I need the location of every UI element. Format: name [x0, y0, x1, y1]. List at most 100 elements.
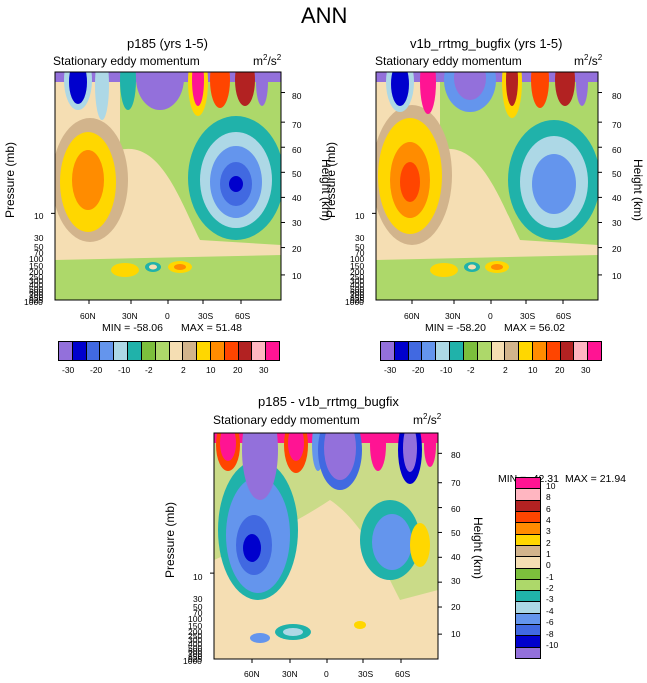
panel1-ylabel: Pressure (mb)	[3, 141, 17, 219]
panel3-ylabel-right: Height (km)	[471, 516, 485, 580]
colorbar-swatch	[519, 342, 533, 360]
p1-ptick: 850	[29, 293, 44, 303]
p3-ptick: 150	[188, 621, 203, 631]
colorbar-swatch	[516, 647, 540, 658]
p2-htick: 70	[612, 120, 622, 130]
p1-cb-label: -20	[90, 365, 103, 375]
p1-ptick: 10	[34, 211, 44, 221]
p3-htick: 20	[451, 602, 461, 612]
colorbar-swatch	[408, 342, 423, 360]
p3-xtick-30s: 30S	[358, 669, 374, 679]
colorbar-swatch	[450, 342, 464, 360]
colorbar-swatch	[169, 342, 184, 360]
colorbar-swatch	[560, 342, 575, 360]
p1-xtick-60s: 60S	[235, 311, 251, 321]
panel1-subtitle: Stationary eddy momentum	[53, 54, 200, 68]
p2-xtick-60s: 60S	[556, 311, 572, 321]
colorbar-swatch	[516, 636, 540, 648]
panel3-subtitle: Stationary eddy momentum	[213, 413, 360, 427]
p1-ptick: 400	[29, 280, 44, 290]
colorbar-swatch	[381, 342, 395, 360]
p1-cb-label: -10	[118, 365, 131, 375]
p3-htick: 70	[451, 478, 461, 488]
p3-ptick: 70	[193, 608, 203, 618]
colorbar-swatch	[266, 342, 279, 360]
colorbar-swatch	[516, 602, 540, 614]
p3-cb-label: -10	[546, 640, 559, 650]
p2-ptick: 50	[355, 242, 365, 252]
p1-ptick: 50	[34, 242, 44, 252]
p1-ptick: 925	[29, 295, 44, 305]
colorbar-swatch	[155, 342, 170, 360]
p2-htick: 40	[612, 193, 622, 203]
p1-cb-label: -2	[145, 365, 153, 375]
p3-cb-label: 1	[546, 549, 551, 559]
colorbar-swatch	[516, 625, 540, 637]
p1-htick: 50	[292, 169, 302, 179]
page-title: ANN	[301, 3, 348, 28]
p3-cb-label: 3	[546, 526, 551, 536]
p2-xtick-30n: 30N	[445, 311, 461, 321]
p2-ptick: 1000	[345, 297, 364, 307]
colorbar-swatch	[516, 478, 540, 490]
panel3-ylabel: Pressure (mb)	[163, 501, 177, 579]
p2-cb-label: 30	[581, 365, 591, 375]
p3-cb-label: -8	[546, 629, 554, 639]
colorbar-swatch	[114, 342, 129, 360]
p3-ptick: 925	[188, 654, 203, 664]
p1-ptick: 200	[29, 267, 44, 277]
panel1-title: p185 (yrs 1-5)	[127, 36, 208, 51]
p1-ptick: 500	[29, 284, 44, 294]
p2-ptick: 200	[350, 267, 365, 277]
panel1-colorbar	[58, 341, 280, 361]
p3-cb-label: 2	[546, 538, 551, 548]
p3-cb-label: 0	[546, 560, 551, 570]
colorbar-swatch	[532, 342, 547, 360]
panel3-plot	[214, 433, 438, 659]
p1-ptick: 250	[29, 272, 44, 282]
colorbar-swatch	[516, 557, 540, 569]
p3-xtick-60s: 60S	[395, 669, 411, 679]
colorbar-swatch	[516, 613, 540, 626]
p3-ptick: 850	[188, 652, 203, 662]
p1-htick: 30	[292, 218, 302, 228]
panel2-subtitle: Stationary eddy momentum	[375, 54, 522, 68]
p3-ptick: 600	[188, 646, 203, 656]
p2-cb-label: -20	[412, 365, 425, 375]
colorbar-swatch	[516, 523, 540, 535]
p1-ptick: 70	[34, 248, 44, 258]
colorbar-swatch	[252, 342, 267, 360]
p1-htick: 70	[292, 120, 302, 130]
colorbar-swatch	[422, 342, 437, 360]
p2-cb-label: -10	[440, 365, 453, 375]
p2-htick: 10	[612, 271, 622, 281]
colorbar-swatch	[505, 342, 520, 360]
p1-htick: 40	[292, 193, 302, 203]
p1-ptick: 1000	[24, 297, 43, 307]
panel3-title: p185 - v1b_rrtmg_bugfix	[258, 394, 399, 409]
p1-cb-label: 10	[206, 365, 216, 375]
colorbar-swatch	[436, 342, 451, 360]
p2-cb-label: 10	[528, 365, 538, 375]
p3-xtick-60n: 60N	[244, 669, 260, 679]
colorbar-swatch	[128, 342, 142, 360]
colorbar-swatch	[394, 342, 409, 360]
p3-htick: 50	[451, 528, 461, 538]
p1-xtick-60n: 60N	[80, 311, 96, 321]
p3-htick: 10	[451, 629, 461, 639]
p3-ptick: 250	[188, 631, 203, 641]
colorbar-swatch	[477, 342, 492, 360]
p1-htick: 60	[292, 145, 302, 155]
p3-ptick: 100	[188, 614, 203, 624]
p3-ptick: 10	[193, 572, 203, 582]
p1-xtick-30n: 30N	[122, 311, 138, 321]
colorbar-swatch	[59, 342, 73, 360]
colorbar-swatch	[491, 342, 506, 360]
p1-ptick: 600	[29, 287, 44, 297]
p2-ptick: 700	[350, 290, 365, 300]
p1-cb-label: 30	[259, 365, 269, 375]
colorbar-swatch	[224, 342, 239, 360]
colorbar-swatch	[516, 591, 540, 603]
p2-cb-label: -30	[384, 365, 397, 375]
colorbar-swatch	[183, 342, 198, 360]
